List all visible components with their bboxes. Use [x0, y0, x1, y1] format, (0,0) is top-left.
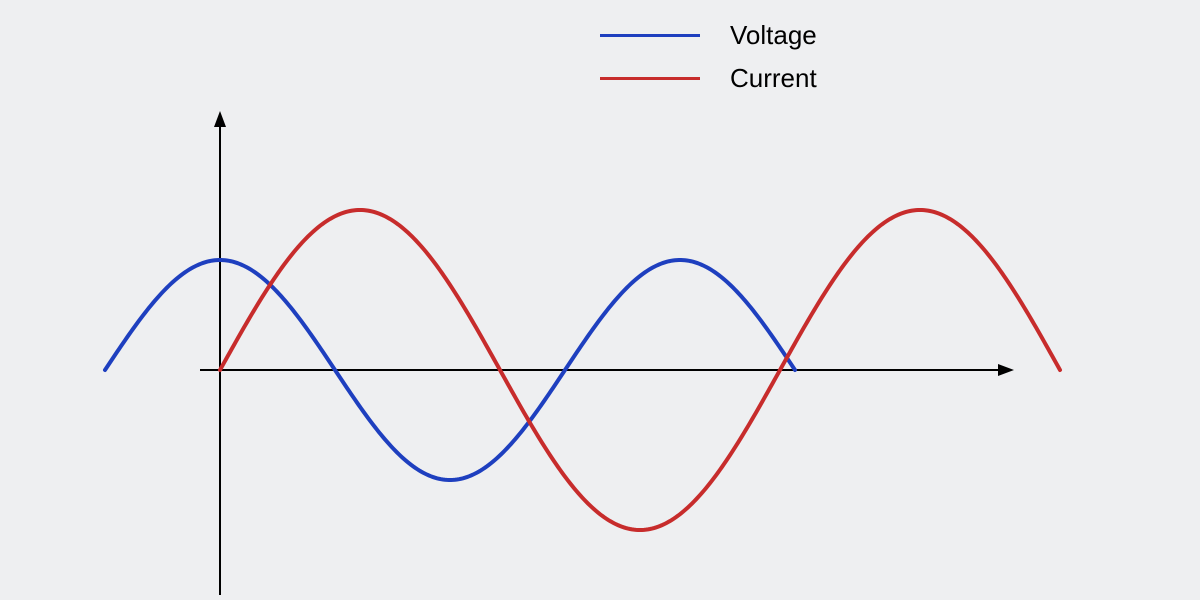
legend-label-voltage: Voltage [730, 20, 817, 51]
chart-container: Voltage Current [0, 0, 1200, 600]
legend-line-current [600, 77, 700, 80]
legend-line-voltage [600, 34, 700, 37]
legend: Voltage Current [600, 20, 817, 106]
legend-label-current: Current [730, 63, 817, 94]
legend-item-current: Current [600, 63, 817, 94]
legend-item-voltage: Voltage [600, 20, 817, 51]
axes-group [200, 115, 1010, 595]
